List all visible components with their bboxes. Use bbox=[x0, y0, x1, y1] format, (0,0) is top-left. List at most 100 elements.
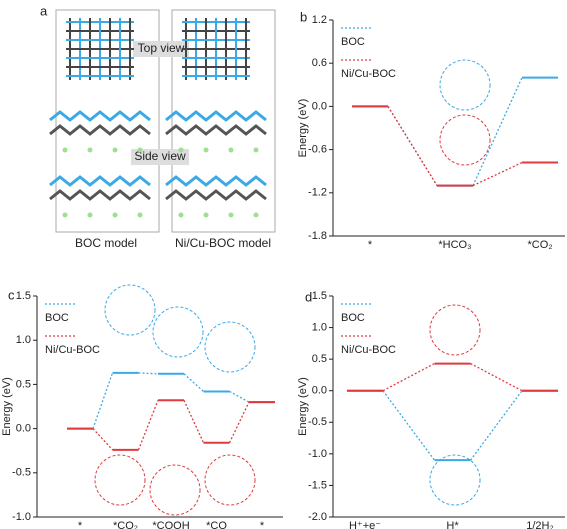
atom bbox=[88, 213, 93, 218]
lattice bbox=[50, 191, 150, 199]
structure-inset bbox=[440, 60, 490, 110]
connector bbox=[471, 364, 523, 391]
legend-label: Ni/Cu-BOC bbox=[341, 344, 396, 356]
lattice bbox=[166, 112, 266, 120]
charts: b -1.8 -1.2 -0.6 0.0 0.6 1.2 Energy (eV) BOC Ni/C… bbox=[1, 9, 565, 529]
legend-label: BOC bbox=[45, 312, 69, 324]
structure-inset bbox=[153, 307, 203, 357]
lattice bbox=[166, 177, 266, 185]
legend-label: Ni/Cu-BOC bbox=[45, 344, 100, 356]
connector bbox=[383, 391, 435, 460]
atom bbox=[254, 148, 259, 153]
atom bbox=[63, 213, 68, 218]
figure: a Top view Side view BOC model Ni/Cu-BOC… bbox=[0, 0, 567, 529]
lattice bbox=[166, 191, 266, 199]
y-axis-label: Energy (eV) bbox=[1, 377, 13, 436]
panel-a: a Top view Side view BOC model Ni/Cu-BOC… bbox=[40, 3, 275, 250]
structure-inset bbox=[105, 285, 155, 335]
connector bbox=[184, 374, 204, 392]
y-axis-label: Energy (eV) bbox=[297, 377, 309, 436]
y-axis-label: Energy (eV) bbox=[297, 99, 309, 158]
y-tick-label: 1.5 bbox=[16, 290, 31, 302]
y-tick-label: -1.8 bbox=[308, 230, 327, 242]
y-tick-label: -2.0 bbox=[308, 511, 327, 523]
x-tick-label: H* bbox=[446, 520, 459, 529]
atom bbox=[63, 148, 68, 153]
atom bbox=[254, 213, 259, 218]
y-tick-label: 0.5 bbox=[16, 378, 31, 390]
lattice bbox=[166, 126, 266, 134]
panel-label: b bbox=[300, 9, 307, 24]
connector bbox=[184, 400, 204, 442]
atom bbox=[204, 213, 209, 218]
atom bbox=[138, 148, 143, 153]
chart: c -1.0 -0.5 0.0 0.5 1.0 1.5 Energy (eV) BOC Ni/Cu… bbox=[1, 285, 283, 529]
atom bbox=[113, 213, 118, 218]
legend-label: BOC bbox=[341, 36, 365, 48]
panel-label: c bbox=[8, 287, 15, 302]
structure-inset bbox=[95, 455, 145, 505]
y-tick-label: -1.0 bbox=[12, 511, 31, 523]
legend-label: Ni/Cu-BOC bbox=[341, 68, 396, 80]
x-tick-label: *COOH bbox=[152, 520, 189, 529]
connector bbox=[473, 163, 522, 186]
structure-inset bbox=[430, 305, 480, 355]
x-tick-label: *CO₂ bbox=[527, 239, 552, 251]
y-tick-label: 1.0 bbox=[312, 321, 327, 333]
y-tick-label: -1.5 bbox=[308, 479, 327, 491]
connector bbox=[383, 364, 435, 391]
connector bbox=[230, 402, 250, 443]
legend-label: BOC bbox=[341, 312, 365, 324]
lattice bbox=[50, 177, 150, 185]
lattice bbox=[50, 112, 150, 120]
connector bbox=[388, 106, 437, 185]
x-tick-label: *HCO₃ bbox=[438, 239, 471, 251]
model-label: Ni/Cu-BOC model bbox=[175, 236, 271, 250]
structure-inset bbox=[430, 455, 480, 505]
panel-label: a bbox=[40, 3, 48, 18]
structure-inset bbox=[205, 322, 255, 372]
x-tick-label: * bbox=[260, 520, 265, 529]
atom bbox=[204, 148, 209, 153]
x-tick-label: *CO bbox=[206, 520, 227, 529]
x-tick-label: 1/2H₂ bbox=[526, 520, 554, 529]
connector bbox=[139, 400, 159, 450]
connector bbox=[93, 373, 113, 429]
x-tick-label: * bbox=[368, 239, 373, 251]
y-tick-label: 1.0 bbox=[16, 334, 31, 346]
y-tick-label: -1.2 bbox=[308, 187, 327, 199]
y-tick-label: 0.0 bbox=[312, 100, 327, 112]
y-tick-label: -1.0 bbox=[308, 448, 327, 460]
atom bbox=[179, 213, 184, 218]
structure-inset bbox=[440, 115, 490, 165]
atom bbox=[229, 213, 234, 218]
connector bbox=[230, 391, 250, 402]
connector bbox=[93, 429, 113, 450]
lattice bbox=[50, 126, 150, 134]
y-tick-label: 0.0 bbox=[16, 423, 31, 435]
y-tick-label: -0.6 bbox=[308, 144, 327, 156]
atom bbox=[138, 213, 143, 218]
y-tick-label: -0.5 bbox=[12, 467, 31, 479]
atom bbox=[179, 148, 184, 153]
y-tick-label: 0.0 bbox=[312, 385, 327, 397]
y-tick-label: 1.2 bbox=[312, 14, 327, 26]
top-view-label: Top view bbox=[138, 41, 185, 55]
model-label: BOC model bbox=[75, 236, 137, 250]
connector bbox=[471, 391, 523, 460]
chart: b -1.8 -1.2 -0.6 0.0 0.6 1.2 Energy (eV) BOC Ni/C… bbox=[297, 9, 565, 250]
y-tick-label: 0.5 bbox=[312, 353, 327, 365]
y-tick-label: -0.5 bbox=[308, 416, 327, 428]
x-tick-label: *CO₂ bbox=[113, 520, 138, 529]
x-tick-label: H⁺+e⁻ bbox=[349, 520, 381, 529]
atom bbox=[229, 148, 234, 153]
atom bbox=[113, 148, 118, 153]
structure-inset bbox=[205, 455, 255, 505]
x-tick-label: * bbox=[78, 520, 83, 529]
y-tick-label: 0.6 bbox=[312, 57, 327, 69]
connector bbox=[139, 373, 159, 374]
atom bbox=[88, 148, 93, 153]
y-tick-label: 1.5 bbox=[312, 290, 327, 302]
structure-inset bbox=[150, 465, 200, 515]
